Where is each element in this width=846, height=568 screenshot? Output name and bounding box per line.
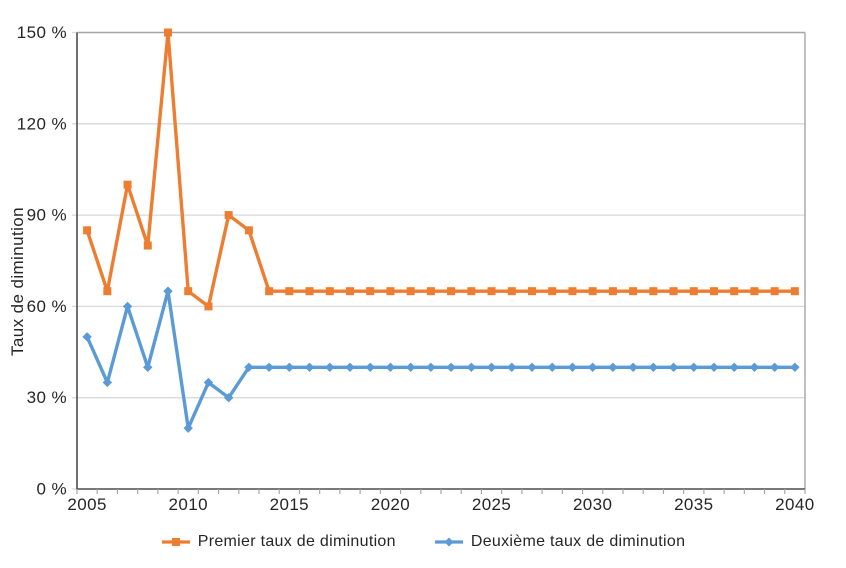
legend: Premier taux de diminution Deuxième taux…	[0, 533, 846, 551]
legend-diamond-marker-icon	[434, 537, 463, 547]
svg-text:30 %: 30 %	[27, 388, 67, 407]
svg-text:2030: 2030	[573, 495, 612, 514]
plot-border	[77, 31, 806, 489]
series-1	[85, 289, 797, 430]
svg-text:2040: 2040	[775, 495, 814, 514]
legend-item-premier: Premier taux de diminution	[161, 533, 396, 551]
series-0-markers	[83, 28, 799, 311]
svg-text:2035: 2035	[674, 495, 713, 514]
svg-text:2020: 2020	[371, 495, 410, 514]
gridlines	[77, 123, 805, 399]
x-axis-ticks	[76, 489, 806, 494]
legend-label-premier: Premier taux de diminution	[197, 533, 396, 550]
svg-text:120 %: 120 %	[17, 114, 67, 133]
svg-text:2010: 2010	[169, 495, 208, 514]
legend-label-deuxieme: Deuxième taux de diminution	[470, 533, 686, 550]
legend-square-marker-icon	[161, 538, 190, 546]
y-axis-title: Taux de diminution	[8, 207, 27, 356]
svg-text:2015: 2015	[270, 495, 309, 514]
x-axis-labels: 2005 2010 2015 2020 2025 2030 2035 2040	[67, 495, 814, 514]
y-axis-ticks	[72, 31, 77, 490]
legend-item-deuxieme: Deuxième taux de diminution	[434, 533, 685, 551]
y-axis-labels: 0 % 30 % 60 % 90 % 120 % 150 %	[17, 23, 67, 499]
svg-text:2025: 2025	[472, 495, 511, 514]
svg-text:0 %: 0 %	[37, 480, 68, 499]
svg-text:60 %: 60 %	[27, 297, 67, 316]
svg-text:2005: 2005	[67, 495, 106, 514]
svg-text:90 %: 90 %	[27, 206, 67, 225]
series-1-markers	[82, 286, 800, 433]
series-0	[85, 30, 797, 309]
svg-text:150 %: 150 %	[17, 23, 67, 42]
